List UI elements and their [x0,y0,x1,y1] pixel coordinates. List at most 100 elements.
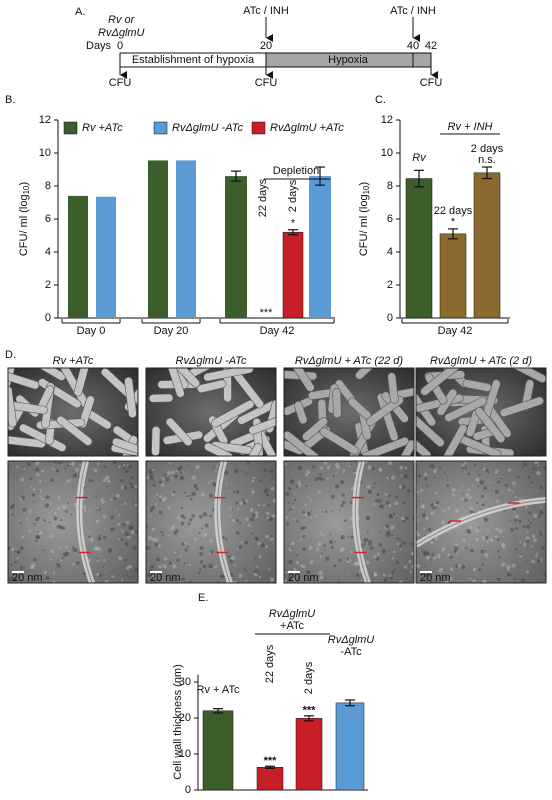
texture [127,464,132,469]
texture [479,480,484,485]
texture [171,492,175,497]
texture [103,465,107,469]
texture [15,465,19,468]
texture [314,514,317,517]
error-bar [265,765,275,770]
texture [183,562,186,565]
texture [204,563,206,565]
texture [390,534,394,537]
texture [251,490,255,494]
texture [109,548,112,551]
texture [475,477,480,482]
texture [322,534,325,537]
texture [113,461,117,465]
texture [350,486,355,491]
texture [188,563,192,567]
texture [50,477,54,482]
day-label: 40 [407,40,419,52]
texture [484,549,487,552]
tem-image [284,461,414,583]
texture [176,558,180,563]
texture [371,573,375,576]
texture [253,572,258,577]
texture [154,496,156,499]
texture [160,477,162,479]
texture [317,542,322,547]
texture [39,489,42,492]
texture [124,542,129,546]
x-category-label: Day 42 [260,325,295,337]
texture [493,537,496,540]
texture [134,567,138,572]
texture [512,490,514,493]
texture [341,493,345,497]
texture [130,520,132,522]
texture [468,544,471,546]
texture [400,474,403,477]
texture [168,561,173,565]
texture [216,465,219,468]
texture [502,474,506,477]
texture [535,552,538,555]
texture [367,539,373,544]
texture [366,484,371,489]
texture [426,484,429,487]
texture [65,510,68,513]
texture [388,514,393,519]
texture [440,520,446,525]
x-category-label: Day 20 [154,325,189,337]
texture [543,466,546,470]
texture [454,508,460,513]
texture [198,514,203,519]
texture [378,543,383,547]
texture [525,539,530,543]
texture [481,467,484,469]
bacillus [19,423,67,452]
texture [110,515,114,520]
texture [288,509,291,512]
bar [148,160,168,318]
texture [533,513,538,519]
texture [265,488,269,492]
texture [365,560,370,565]
panel-label: B. [5,94,15,106]
bacillus [443,424,468,456]
texture [183,516,186,520]
texture [37,491,40,493]
texture [510,527,515,532]
micrograph-title: RvΔglmU + ATc (2 d) [430,355,532,367]
texture [215,564,218,568]
bar-label: 22 days [434,205,473,217]
texture [209,514,213,518]
texture [93,468,98,473]
texture [225,487,227,490]
texture [291,506,295,510]
panel-label: E. [198,592,208,604]
texture [150,505,155,511]
texture [349,501,353,504]
strain-label: RvΔglmU [98,27,145,39]
texture [513,510,516,514]
texture [539,485,543,489]
cell-wall-edge [416,499,546,546]
panel-label: C. [375,94,386,106]
texture [270,534,274,538]
y-tick-label: 10 [179,748,191,760]
texture [297,480,301,484]
group-label: RvΔglmU [269,608,316,620]
texture [123,485,127,489]
texture [262,504,266,507]
texture [74,502,77,505]
texture [179,465,183,469]
texture [189,497,193,501]
texture [265,493,269,497]
texture [121,504,123,507]
texture [95,573,97,575]
texture [322,511,324,513]
texture [318,570,323,575]
y-axis-label: CFU/ ml (log10) [18,182,31,256]
texture [230,556,235,561]
texture [539,505,542,508]
y-tick-label: 0 [45,312,51,324]
error-bar [231,170,241,182]
